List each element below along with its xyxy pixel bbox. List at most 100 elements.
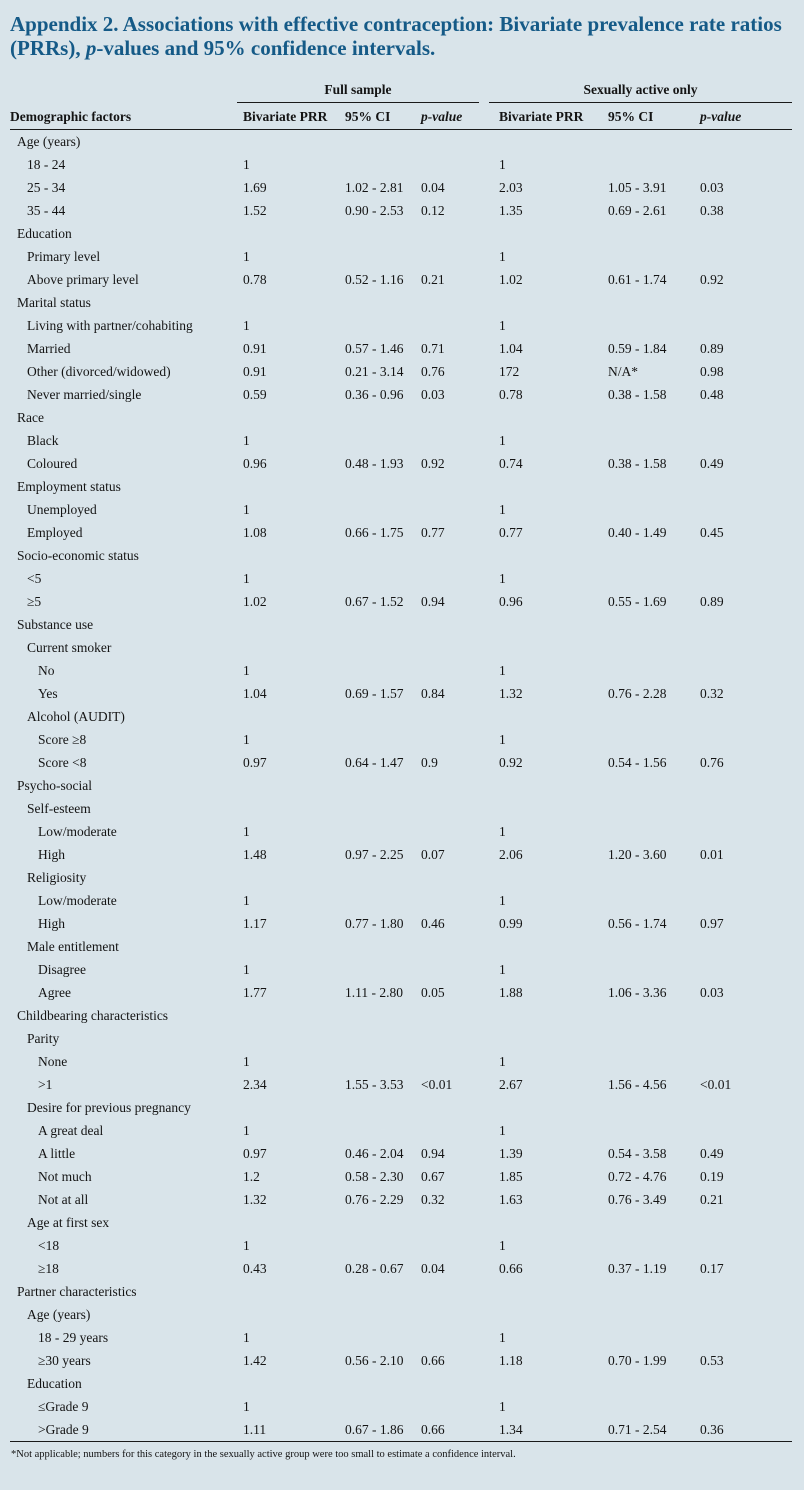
- p-sa-cell: 0.53: [700, 1353, 724, 1369]
- prr-table: Full sample Sexually active only Demogra…: [10, 80, 792, 1443]
- prr-sa-cell: [487, 291, 602, 314]
- p-sa-cell: [694, 866, 792, 889]
- row-label: Black: [27, 433, 59, 449]
- table-section-row: Substance use: [10, 613, 792, 636]
- p-full-cell: [415, 958, 487, 981]
- prr-full-cell: 1.52: [243, 203, 267, 219]
- prr-sa-cell: [487, 130, 602, 153]
- ci-full-cell: 1.11 - 2.80: [345, 985, 403, 1001]
- p-full-cell: [415, 1372, 487, 1395]
- ci-full-cell: [339, 866, 415, 889]
- prr-sa-cell: 1: [499, 1238, 506, 1254]
- prr-full-cell: [237, 1303, 339, 1326]
- prr-full-cell: [237, 544, 339, 567]
- p-sa-cell: [694, 291, 792, 314]
- column-header-bivariate-prr-sa: Bivariate PRR: [499, 109, 584, 125]
- p-full-cell: 0.32: [421, 1192, 445, 1208]
- table-row: Unemployed 1 1: [10, 498, 792, 521]
- row-label: Coloured: [27, 456, 78, 472]
- table-row: A great deal 1 1: [10, 1119, 792, 1142]
- group-header-full-sample: Full sample: [237, 82, 479, 104]
- ci-full-cell: [339, 774, 415, 797]
- table-row: Above primary level 0.78 0.52 - 1.16 0.21 1.…: [10, 268, 792, 291]
- p-sa-cell: 0.89: [700, 594, 724, 610]
- ci-full-cell: 0.77 - 1.80: [345, 916, 404, 932]
- table-row: 18 - 29 years 1 1: [10, 1326, 792, 1349]
- p-full-cell: 0.66: [421, 1422, 445, 1438]
- p-sa-cell: 0.17: [700, 1261, 724, 1277]
- prr-full-cell: 1: [243, 571, 250, 587]
- p-full-cell: [415, 314, 487, 337]
- row-label: ≥5: [27, 594, 42, 610]
- row-label: Low/moderate: [38, 824, 117, 840]
- prr-sa-cell: 1: [499, 502, 506, 518]
- p-sa-cell: [694, 1234, 792, 1257]
- ci-sa-cell: [602, 475, 694, 498]
- ci-sa-cell: [602, 1027, 694, 1050]
- table-row: 35 - 44 1.52 0.90 - 2.53 0.12 1.35 0.69 - 2.6…: [10, 199, 792, 222]
- ci-full-cell: [339, 958, 415, 981]
- ci-full-cell: [339, 245, 415, 268]
- table-section-row: Employment status: [10, 475, 792, 498]
- prr-full-cell: [237, 1027, 339, 1050]
- p-sa-cell: [694, 245, 792, 268]
- p-full-cell: 0.07: [421, 847, 445, 863]
- row-label: Other (divorced/widowed): [27, 364, 171, 380]
- prr-sa-cell: [487, 1211, 602, 1234]
- p-sa-cell: [694, 820, 792, 843]
- row-label: Alcohol (AUDIT): [27, 709, 125, 725]
- p-sa-cell: [694, 314, 792, 337]
- p-sa-cell: [694, 406, 792, 429]
- p-full-cell: [415, 866, 487, 889]
- ci-full-cell: 0.64 - 1.47: [345, 755, 404, 771]
- title-text-start: Appendix 2. Associations with effective …: [10, 12, 782, 61]
- p-sa-cell: [694, 544, 792, 567]
- p-sa-cell: [694, 1303, 792, 1326]
- ci-sa-cell: [602, 429, 694, 452]
- prr-sa-cell: 1.35: [499, 203, 523, 219]
- ci-full-cell: [339, 153, 415, 176]
- prr-sa-cell: [487, 1303, 602, 1326]
- prr-full-cell: 1: [243, 663, 250, 679]
- ci-sa-cell: 0.72 - 4.76: [608, 1169, 667, 1185]
- ci-sa-cell: [602, 291, 694, 314]
- p-sa-cell: [694, 728, 792, 751]
- ci-sa-cell: [602, 728, 694, 751]
- ci-full-cell: 0.48 - 1.93: [345, 456, 404, 472]
- ci-full-cell: 1.02 - 2.81: [345, 180, 404, 196]
- p-sa-cell: [694, 498, 792, 521]
- prr-full-cell: 1.42: [243, 1353, 267, 1369]
- prr-sa-cell: 0.66: [499, 1261, 523, 1277]
- p-sa-cell: 0.32: [700, 686, 724, 702]
- prr-full-cell: 1: [243, 433, 250, 449]
- group-header-row: Full sample Sexually active only: [10, 80, 792, 104]
- p-full-cell: [415, 1211, 487, 1234]
- ci-full-cell: 0.57 - 1.46: [345, 341, 404, 357]
- prr-sa-cell: [487, 406, 602, 429]
- prr-sa-cell: 0.92: [499, 755, 523, 771]
- table-row: 18 - 24 1 1: [10, 153, 792, 176]
- ci-full-cell: [339, 1027, 415, 1050]
- ci-sa-cell: [602, 820, 694, 843]
- prr-full-cell: [237, 935, 339, 958]
- ci-full-cell: [339, 1211, 415, 1234]
- prr-sa-cell: [487, 1004, 602, 1027]
- prr-full-cell: 1.04: [243, 686, 267, 702]
- p-sa-cell: 0.03: [700, 180, 724, 196]
- p-sa-cell: [694, 797, 792, 820]
- ci-full-cell: 0.66 - 1.75: [345, 525, 404, 541]
- p-sa-cell: [694, 222, 792, 245]
- prr-sa-cell: 1: [499, 1123, 506, 1139]
- p-full-cell: 0.04: [421, 180, 445, 196]
- ci-sa-cell: [602, 774, 694, 797]
- ci-sa-cell: [602, 797, 694, 820]
- prr-full-cell: 1: [243, 1238, 250, 1254]
- ci-sa-cell: [602, 1372, 694, 1395]
- prr-full-cell: [237, 636, 339, 659]
- prr-sa-cell: [487, 797, 602, 820]
- table-row: High 1.17 0.77 - 1.80 0.46 0.99 0.56 - 1.74 0.…: [10, 912, 792, 935]
- row-label: Score <8: [38, 755, 87, 771]
- ci-full-cell: [339, 1395, 415, 1418]
- row-label: Race: [17, 410, 44, 426]
- row-label: Employment status: [17, 479, 121, 495]
